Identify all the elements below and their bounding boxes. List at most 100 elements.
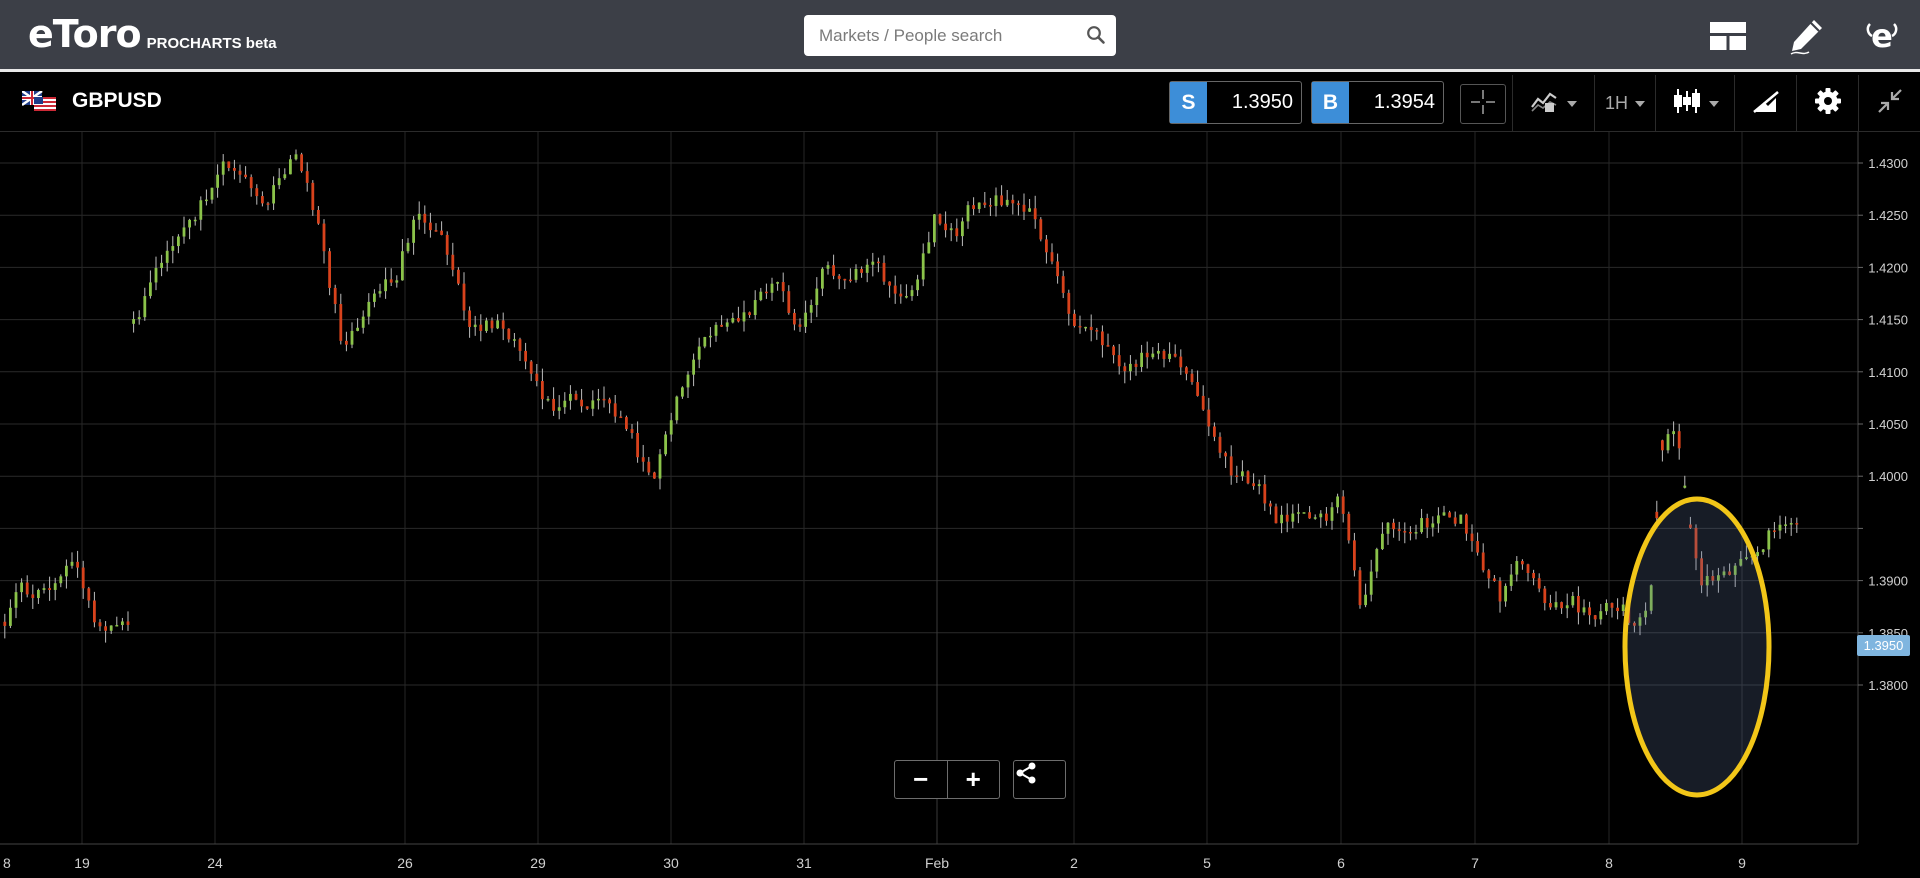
- y-tick-label: 1.4300: [1868, 156, 1908, 171]
- candle-body: [882, 262, 886, 282]
- candle-body: [9, 607, 12, 626]
- candlestick-icon: [1672, 87, 1702, 120]
- candle-body: [1761, 549, 1765, 553]
- x-tick-label: 26: [397, 855, 413, 871]
- candle-body: [837, 275, 841, 279]
- candle-body: [759, 291, 763, 301]
- zoom-out-button[interactable]: −: [913, 764, 929, 794]
- candle-body: [843, 278, 847, 281]
- candle-body: [1610, 602, 1614, 608]
- candle-body: [955, 228, 959, 237]
- x-tick-label: Feb: [925, 855, 949, 871]
- candle-body: [1470, 533, 1474, 542]
- candle-body: [1493, 578, 1496, 581]
- candle-body: [1565, 605, 1569, 609]
- candle-body: [949, 228, 953, 231]
- price-chart[interactable]: 1.4300 1.4250 1.4200 1.4150 1.4100 1.4050 1.40…: [0, 132, 1920, 878]
- y-tick-label: 1.4100: [1868, 365, 1908, 380]
- candle-body: [1336, 496, 1339, 508]
- candle-body: [406, 242, 410, 252]
- candle-body: [1666, 434, 1670, 451]
- candle-body: [1073, 313, 1076, 326]
- layout-icon[interactable]: [1706, 14, 1750, 58]
- candle-body: [3, 621, 7, 626]
- x-tick-label: 7: [1471, 855, 1479, 871]
- candle-body: [546, 398, 550, 401]
- candle-body: [983, 202, 987, 206]
- candle-body: [1308, 512, 1311, 519]
- settings-button[interactable]: [1796, 75, 1858, 132]
- buy-button[interactable]: B 1.3954: [1311, 81, 1444, 124]
- candle-body: [1078, 325, 1082, 328]
- candle-body: [854, 268, 858, 280]
- drawing-tools-button[interactable]: [1734, 75, 1796, 132]
- candle-body: [725, 322, 729, 327]
- candle-body: [1733, 565, 1737, 575]
- candle-body: [300, 154, 303, 172]
- share-button[interactable]: [1013, 760, 1066, 799]
- candle-body: [966, 205, 970, 222]
- gear-icon: [1814, 87, 1842, 120]
- candle-body: [216, 174, 219, 188]
- candle-body: [703, 337, 707, 347]
- search-box[interactable]: [804, 15, 1116, 56]
- candle-body: [977, 202, 981, 210]
- candle-body: [1481, 552, 1485, 571]
- candle-body: [1745, 557, 1748, 559]
- candle-body: [1241, 471, 1244, 477]
- candle-body: [328, 251, 331, 288]
- candle-body: [1515, 561, 1519, 575]
- candle-body: [31, 594, 35, 599]
- candle-body: [1017, 203, 1020, 205]
- candle-body: [1185, 367, 1188, 374]
- candle-body: [42, 588, 46, 590]
- candlestick-chart[interactable]: 1.4300 1.4250 1.4200 1.4150 1.4100 1.4050 1.40…: [0, 132, 1920, 878]
- candle-body: [608, 399, 611, 404]
- interval-dropdown[interactable]: 1H: [1594, 75, 1655, 132]
- buy-price: 1.3954: [1373, 91, 1435, 113]
- candle-body: [641, 457, 645, 462]
- pencil-icon[interactable]: [1785, 14, 1829, 58]
- candle-body: [1789, 523, 1793, 525]
- etoro-e-icon[interactable]: e: [1860, 14, 1904, 58]
- indicators-dropdown[interactable]: [1512, 75, 1594, 132]
- candle-body: [1269, 503, 1272, 507]
- sell-button[interactable]: S 1.3950: [1169, 81, 1302, 124]
- search-input[interactable]: [804, 15, 1074, 56]
- collapse-button[interactable]: [1858, 75, 1920, 132]
- chart-type-dropdown[interactable]: [1655, 75, 1734, 132]
- candle-body: [154, 268, 158, 283]
- candle-body: [1504, 585, 1507, 602]
- candle-body: [1224, 452, 1227, 457]
- zoom-in-button[interactable]: +: [946, 761, 1000, 798]
- candle-body: [1381, 533, 1384, 550]
- x-tick-label: 8: [3, 855, 11, 871]
- y-tick-label: 1.4050: [1868, 417, 1908, 432]
- collapse-icon: [1877, 88, 1903, 119]
- candle-body: [1089, 326, 1093, 331]
- candle-body: [1465, 514, 1468, 534]
- candle-body: [210, 187, 214, 200]
- gbp-usd-flag-icon: [21, 89, 56, 111]
- candle-body: [104, 626, 107, 631]
- chevron-down-icon: [1567, 100, 1577, 107]
- candle-body: [1173, 353, 1177, 357]
- etoro-logo[interactable]: eToro PROCHARTS beta: [28, 12, 277, 56]
- candle-body: [143, 296, 147, 318]
- price-axis: 1.4300 1.4250 1.4200 1.4150 1.4100 1.4050 1.40…: [1858, 156, 1908, 693]
- candle-body: [1151, 353, 1155, 358]
- candle-body: [630, 429, 634, 433]
- candle-body: [675, 396, 679, 421]
- candle-body: [1084, 326, 1087, 329]
- candle-body: [1414, 532, 1418, 534]
- candle-body: [1621, 604, 1625, 612]
- crosshair-button[interactable]: [1460, 84, 1506, 124]
- search-icon[interactable]: [1086, 25, 1106, 50]
- candle-body: [781, 282, 785, 292]
- candle-body: [681, 387, 684, 397]
- candle-body: [177, 236, 180, 247]
- candle-body: [294, 154, 298, 160]
- x-tick-label: 31: [796, 855, 812, 871]
- candle-body: [289, 159, 292, 175]
- candle-body: [121, 621, 124, 626]
